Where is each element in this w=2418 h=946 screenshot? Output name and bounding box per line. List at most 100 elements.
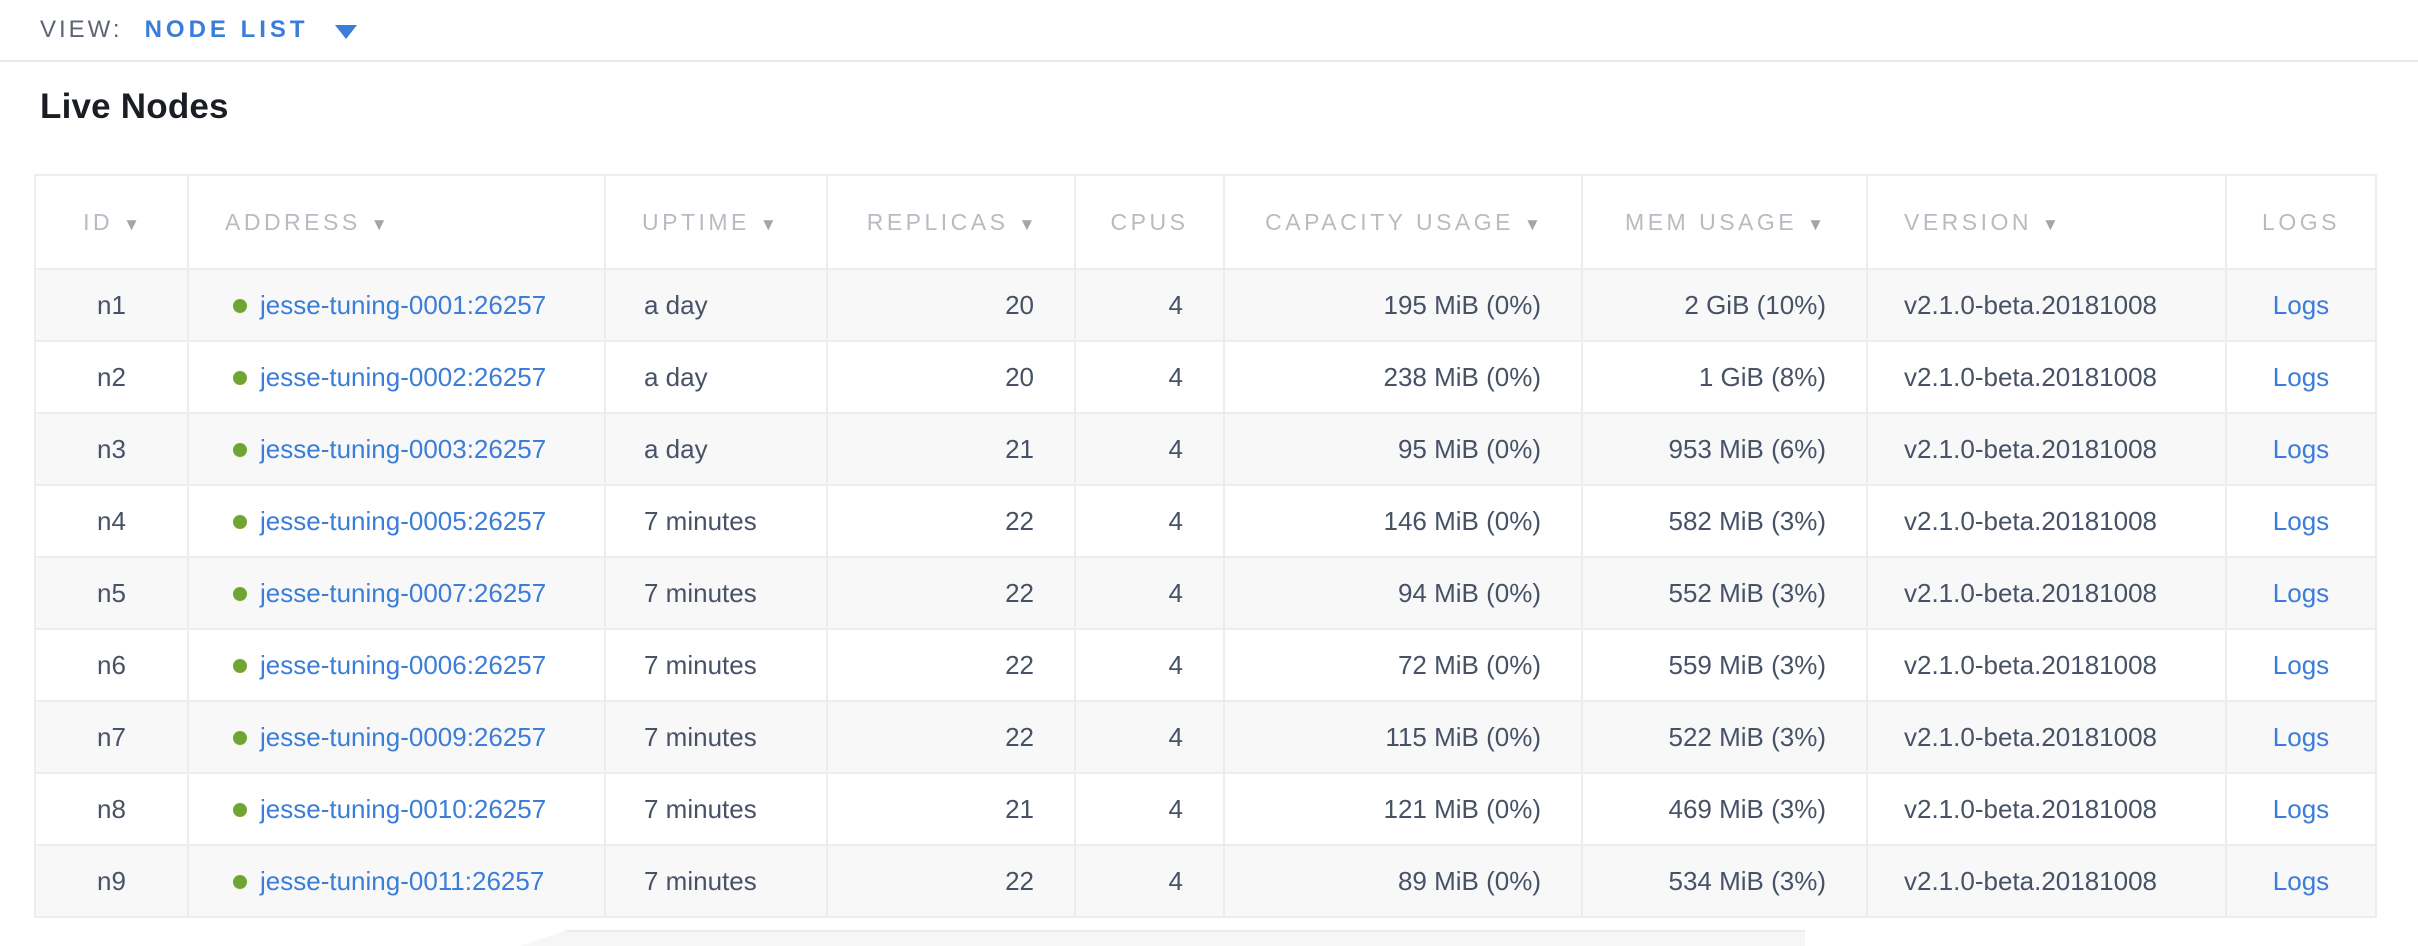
node-logs-link[interactable]: Logs bbox=[2272, 793, 2330, 824]
node-address-link[interactable]: jesse-tuning-0001:26257 bbox=[260, 289, 547, 320]
node-id: n6 bbox=[34, 628, 189, 702]
node-capacity-usage: 89 MiB (0%) bbox=[1223, 844, 1583, 918]
node-mem-usage: 552 MiB (3%) bbox=[1581, 556, 1868, 630]
node-capacity-usage: 115 MiB (0%) bbox=[1223, 700, 1583, 774]
node-logs-link[interactable]: Logs bbox=[2272, 433, 2330, 464]
node-uptime: 7 minutes bbox=[604, 844, 828, 918]
table-row: n7 jesse-tuning-0009:26257 7 minutes 22 … bbox=[34, 700, 2377, 774]
live-nodes-table: ID ADDRESS UPTIME REPLICAS CPUS CAPACITY… bbox=[34, 174, 2377, 918]
table-row: n8 jesse-tuning-0010:26257 7 minutes 21 … bbox=[34, 772, 2377, 846]
column-header-cpus: CPUS bbox=[1074, 174, 1225, 270]
node-capacity-usage: 95 MiB (0%) bbox=[1223, 412, 1583, 486]
node-mem-usage: 582 MiB (3%) bbox=[1581, 484, 1868, 558]
node-mem-usage: 534 MiB (3%) bbox=[1581, 844, 1868, 918]
node-capacity-usage: 94 MiB (0%) bbox=[1223, 556, 1583, 630]
node-logs-link[interactable]: Logs bbox=[2272, 865, 2330, 896]
node-id: n4 bbox=[34, 484, 189, 558]
node-logs-link[interactable]: Logs bbox=[2272, 649, 2330, 680]
node-mem-usage: 2 GiB (10%) bbox=[1581, 268, 1868, 342]
below-fold-element bbox=[520, 930, 1805, 946]
column-header-replicas[interactable]: REPLICAS bbox=[826, 174, 1076, 270]
view-label: VIEW: bbox=[40, 16, 123, 43]
node-address-link[interactable]: jesse-tuning-0007:26257 bbox=[260, 577, 547, 608]
node-id: n7 bbox=[34, 700, 189, 774]
node-address-link[interactable]: jesse-tuning-0010:26257 bbox=[260, 793, 547, 824]
node-capacity-usage: 238 MiB (0%) bbox=[1223, 340, 1583, 414]
node-id: n1 bbox=[34, 268, 189, 342]
table-header-row: ID ADDRESS UPTIME REPLICAS CPUS CAPACITY… bbox=[34, 174, 2377, 270]
node-cpus: 4 bbox=[1074, 700, 1225, 774]
node-address-link[interactable]: jesse-tuning-0006:26257 bbox=[260, 649, 547, 680]
sort-desc-icon bbox=[760, 209, 777, 236]
node-replicas: 22 bbox=[826, 844, 1076, 918]
node-live-status-icon bbox=[233, 370, 247, 385]
node-mem-usage: 953 MiB (6%) bbox=[1581, 412, 1868, 486]
column-header-uptime[interactable]: UPTIME bbox=[604, 174, 828, 270]
node-logs-link[interactable]: Logs bbox=[2272, 361, 2330, 392]
node-logs-link[interactable]: Logs bbox=[2272, 721, 2330, 752]
node-logs-link[interactable]: Logs bbox=[2272, 577, 2330, 608]
view-bar: VIEW: NODE LIST bbox=[0, 0, 2418, 62]
column-header-capacity-usage[interactable]: CAPACITY USAGE bbox=[1223, 174, 1583, 270]
node-mem-usage: 559 MiB (3%) bbox=[1581, 628, 1868, 702]
node-uptime: 7 minutes bbox=[604, 700, 828, 774]
node-version: v2.1.0-beta.20181008 bbox=[1866, 412, 2227, 486]
node-replicas: 20 bbox=[826, 340, 1076, 414]
table-row: n9 jesse-tuning-0011:26257 7 minutes 22 … bbox=[34, 844, 2377, 918]
node-address-link[interactable]: jesse-tuning-0009:26257 bbox=[260, 721, 547, 752]
node-cpus: 4 bbox=[1074, 484, 1225, 558]
node-cpus: 4 bbox=[1074, 772, 1225, 846]
sort-desc-icon bbox=[371, 209, 388, 236]
table-row: n3 jesse-tuning-0003:26257 a day 21 4 95… bbox=[34, 412, 2377, 486]
node-replicas: 22 bbox=[826, 556, 1076, 630]
node-mem-usage: 522 MiB (3%) bbox=[1581, 700, 1868, 774]
node-live-status-icon bbox=[233, 298, 247, 313]
node-logs-link[interactable]: Logs bbox=[2272, 505, 2330, 536]
table-row: n1 jesse-tuning-0001:26257 a day 20 4 19… bbox=[34, 268, 2377, 342]
node-replicas: 22 bbox=[826, 484, 1076, 558]
node-version: v2.1.0-beta.20181008 bbox=[1866, 628, 2227, 702]
sort-desc-icon bbox=[123, 209, 140, 236]
node-mem-usage: 1 GiB (8%) bbox=[1581, 340, 1868, 414]
column-header-logs: LOGS bbox=[2225, 174, 2377, 270]
node-uptime: 7 minutes bbox=[604, 484, 828, 558]
node-cpus: 4 bbox=[1074, 628, 1225, 702]
column-header-version[interactable]: VERSION bbox=[1866, 174, 2227, 270]
node-address-link[interactable]: jesse-tuning-0002:26257 bbox=[260, 361, 547, 392]
node-uptime: 7 minutes bbox=[604, 628, 828, 702]
node-uptime: a day bbox=[604, 412, 828, 486]
table-row: n6 jesse-tuning-0006:26257 7 minutes 22 … bbox=[34, 628, 2377, 702]
page-title: Live Nodes bbox=[40, 87, 229, 126]
column-header-mem-usage[interactable]: MEM USAGE bbox=[1581, 174, 1868, 270]
column-header-address[interactable]: ADDRESS bbox=[187, 174, 606, 270]
node-id: n5 bbox=[34, 556, 189, 630]
node-replicas: 21 bbox=[826, 772, 1076, 846]
node-replicas: 20 bbox=[826, 268, 1076, 342]
node-version: v2.1.0-beta.20181008 bbox=[1866, 556, 2227, 630]
node-live-status-icon bbox=[233, 802, 247, 817]
node-replicas: 22 bbox=[826, 700, 1076, 774]
node-logs-link[interactable]: Logs bbox=[2272, 289, 2330, 320]
node-cpus: 4 bbox=[1074, 844, 1225, 918]
node-version: v2.1.0-beta.20181008 bbox=[1866, 700, 2227, 774]
node-cpus: 4 bbox=[1074, 340, 1225, 414]
node-uptime: a day bbox=[604, 268, 828, 342]
node-address-link[interactable]: jesse-tuning-0003:26257 bbox=[260, 433, 547, 464]
node-uptime: 7 minutes bbox=[604, 772, 828, 846]
sort-desc-icon bbox=[1018, 209, 1035, 236]
table-row: n4 jesse-tuning-0005:26257 7 minutes 22 … bbox=[34, 484, 2377, 558]
node-version: v2.1.0-beta.20181008 bbox=[1866, 772, 2227, 846]
node-version: v2.1.0-beta.20181008 bbox=[1866, 484, 2227, 558]
node-uptime: 7 minutes bbox=[604, 556, 828, 630]
node-capacity-usage: 121 MiB (0%) bbox=[1223, 772, 1583, 846]
node-uptime: a day bbox=[604, 340, 828, 414]
column-header-id[interactable]: ID bbox=[34, 174, 189, 270]
node-id: n2 bbox=[34, 340, 189, 414]
node-version: v2.1.0-beta.20181008 bbox=[1866, 268, 2227, 342]
node-address-link[interactable]: jesse-tuning-0011:26257 bbox=[260, 865, 545, 896]
node-id: n3 bbox=[34, 412, 189, 486]
node-live-status-icon bbox=[233, 586, 247, 601]
sort-desc-icon bbox=[2042, 209, 2059, 236]
view-dropdown[interactable]: NODE LIST bbox=[145, 16, 357, 44]
node-address-link[interactable]: jesse-tuning-0005:26257 bbox=[260, 505, 547, 536]
